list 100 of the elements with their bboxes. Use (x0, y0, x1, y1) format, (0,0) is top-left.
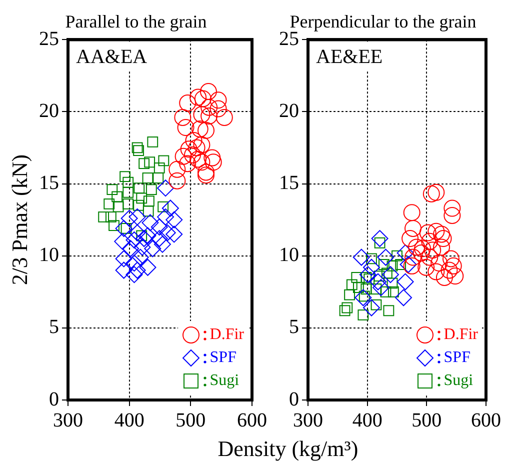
point (403, 257, 420, 274)
point (177, 119, 194, 136)
annotation: AA&EA (76, 46, 148, 68)
point (144, 196, 154, 207)
point (158, 201, 169, 212)
point (136, 230, 153, 248)
legend-label: D.Fir (444, 325, 478, 345)
point (185, 132, 202, 150)
point (421, 232, 438, 250)
point (382, 266, 399, 284)
point (362, 299, 380, 316)
point (388, 286, 399, 298)
point (216, 108, 233, 126)
point (377, 248, 394, 266)
point (342, 302, 353, 314)
y-tick-label: 15 (39, 172, 59, 194)
point (418, 258, 435, 276)
point (188, 139, 206, 156)
point (193, 136, 210, 154)
point (128, 208, 146, 226)
point (174, 108, 192, 126)
point (184, 146, 202, 164)
point (158, 224, 176, 242)
point (190, 88, 207, 106)
point (139, 258, 156, 276)
point (128, 262, 146, 279)
point (150, 218, 168, 236)
point (122, 176, 134, 188)
legend-label: Sugi (444, 371, 474, 391)
point (150, 230, 168, 248)
point (395, 289, 412, 306)
point (144, 240, 162, 258)
point (396, 244, 414, 262)
point (144, 156, 156, 168)
point (157, 208, 174, 226)
point (133, 200, 144, 211)
point (346, 279, 358, 290)
point (446, 268, 464, 285)
point (180, 140, 198, 158)
point (98, 211, 110, 222)
point (200, 98, 218, 116)
point (104, 198, 115, 210)
x-tick-label: 500 (176, 409, 206, 432)
y-tick-label: 20 (39, 100, 59, 122)
point (128, 224, 146, 242)
point (106, 184, 118, 195)
point (112, 201, 124, 212)
point (193, 106, 210, 124)
y-tick-label: 5 (289, 316, 299, 338)
point (383, 305, 394, 316)
point (112, 191, 123, 202)
point (404, 220, 422, 237)
point (198, 122, 214, 139)
legend-label: SPF (210, 348, 236, 368)
point (395, 259, 406, 270)
point (403, 204, 420, 222)
point (378, 259, 390, 270)
point (126, 254, 143, 272)
y-tick-label: 0 (289, 388, 299, 410)
point (428, 222, 445, 240)
legend-label: SPF (444, 348, 470, 368)
point (421, 248, 438, 266)
point (157, 180, 174, 197)
point (136, 192, 148, 204)
point (120, 210, 138, 227)
point (436, 268, 453, 286)
point (404, 248, 422, 266)
point (168, 160, 186, 178)
point (366, 253, 377, 264)
point (210, 100, 227, 118)
point (126, 266, 143, 284)
y-tick-label: 25 (39, 28, 59, 50)
point (371, 230, 388, 248)
point (115, 250, 132, 268)
point (428, 184, 445, 201)
legend-label: D.Fir (210, 325, 244, 345)
annotation: AE&EE (316, 46, 383, 68)
point (200, 108, 218, 125)
point (370, 273, 387, 290)
point (147, 136, 158, 148)
point (442, 250, 460, 268)
point (132, 248, 149, 266)
point (419, 224, 436, 242)
y-tick-label: 5 (49, 316, 59, 338)
x-axis-title: Density (kg/m³) (216, 436, 360, 462)
point (152, 172, 164, 184)
x-tick-label: 400 (352, 409, 382, 432)
point (115, 220, 132, 237)
point (179, 155, 196, 172)
point (360, 284, 372, 294)
point (132, 142, 143, 154)
point (200, 83, 217, 100)
point (108, 220, 120, 232)
point (402, 230, 419, 248)
point (430, 254, 448, 272)
chart-title: Parallel to the grain (65, 12, 207, 32)
point (433, 226, 450, 243)
point (396, 273, 414, 290)
point (114, 232, 132, 250)
point (339, 305, 350, 316)
